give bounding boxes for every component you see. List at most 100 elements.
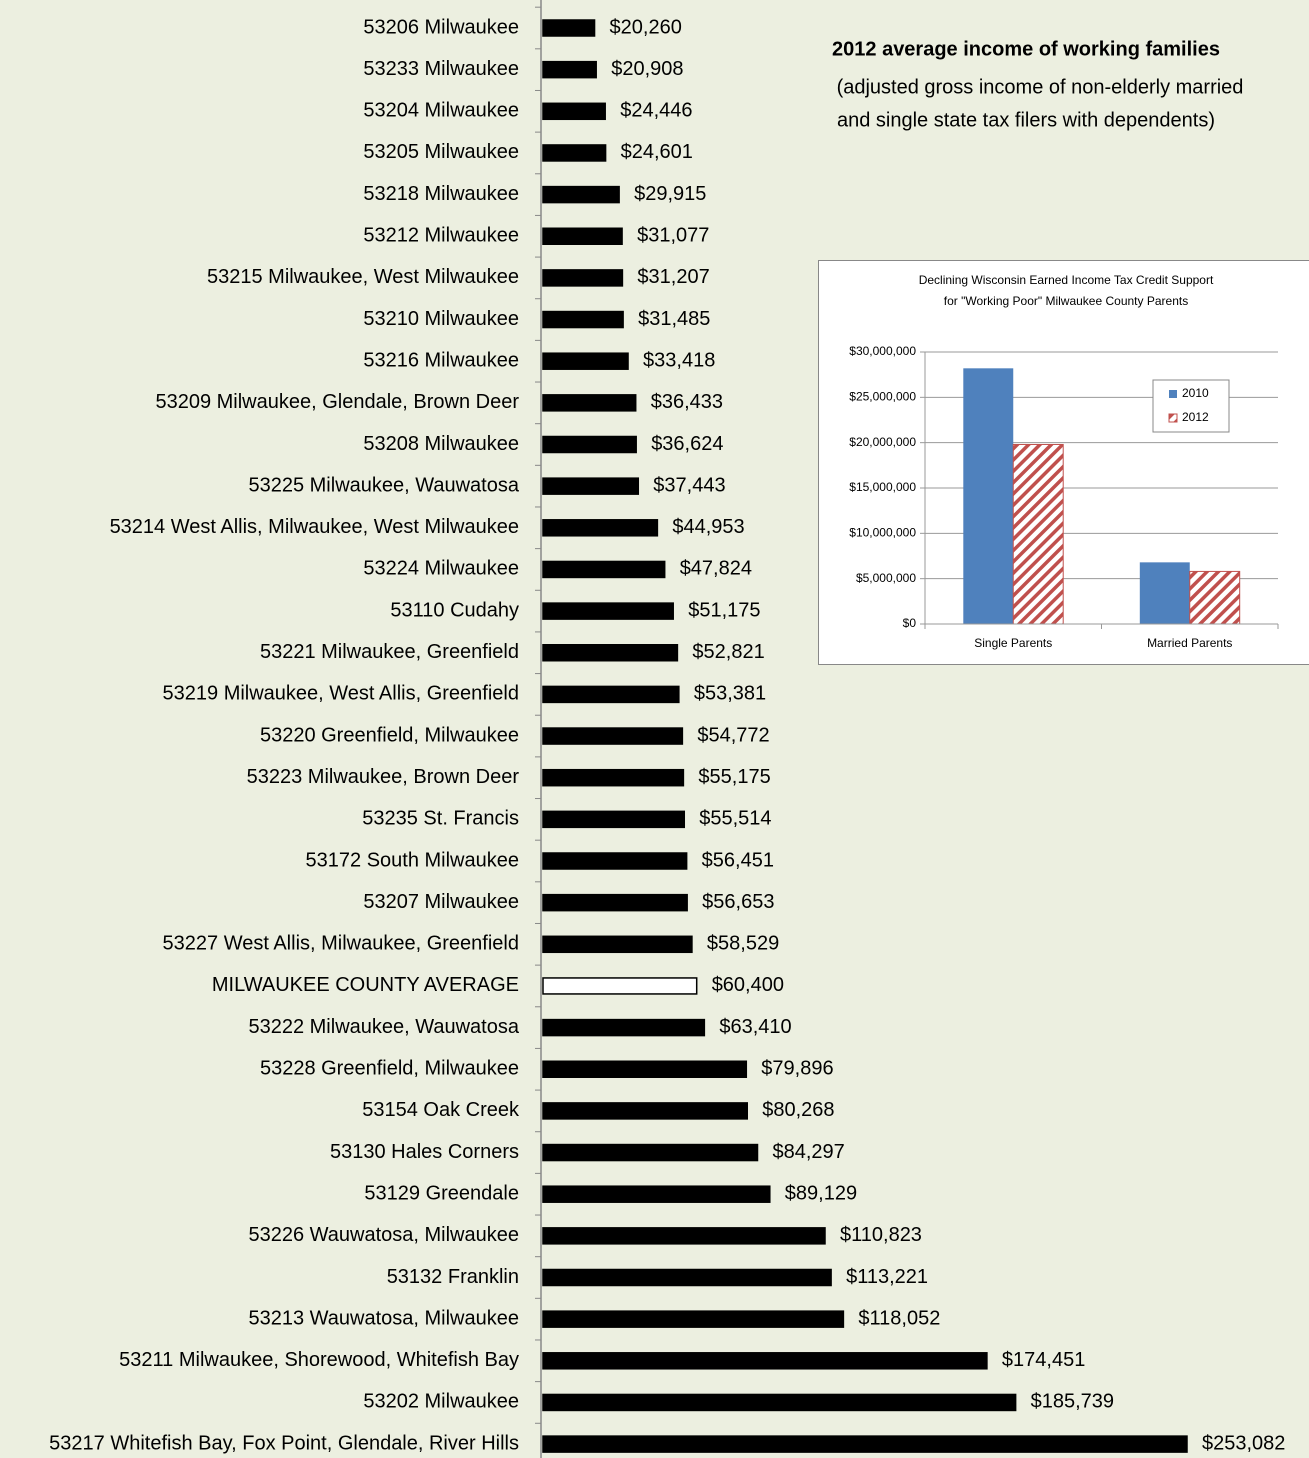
y-tick-label: 53129 Greendale xyxy=(364,1182,519,1204)
bar xyxy=(542,1143,759,1162)
data-label: $113,221 xyxy=(846,1266,928,1288)
y-tick-label: 53221 Milwaukee, Greenfield xyxy=(260,641,519,663)
y-tick-label: 53154 Oak Creek xyxy=(362,1099,520,1121)
y-tick-label: 53220 Greenfield, Milwaukee xyxy=(260,724,519,746)
y-tick-label: $10,000,000 xyxy=(849,526,916,540)
y-tick-label: 53207 Milwaukee xyxy=(363,891,519,913)
data-label: $185,739 xyxy=(1031,1391,1114,1413)
bar xyxy=(542,19,596,37)
data-label: $55,175 xyxy=(698,766,770,788)
bar xyxy=(542,1018,706,1037)
bar xyxy=(542,1352,988,1370)
y-tick-label: $15,000,000 xyxy=(849,480,916,494)
data-label: $60,400 xyxy=(712,974,784,996)
y-tick-label: 53225 Milwaukee, Wauwatosa xyxy=(248,474,519,496)
data-label: $54,772 xyxy=(697,724,769,746)
bar xyxy=(542,560,666,579)
chart-title: 2012 average income of working families xyxy=(832,38,1220,60)
y-tick-label: 53214 West Allis, Milwaukee, West Milwau… xyxy=(110,516,519,538)
y-tick-label: 53228 Greenfield, Milwaukee xyxy=(260,1058,519,1080)
bar xyxy=(542,227,623,245)
data-label: $36,433 xyxy=(651,391,723,413)
y-tick-label: $30,000,000 xyxy=(849,344,916,358)
legend-swatch xyxy=(1168,413,1178,423)
y-tick-label: MILWAUKEE COUNTY AVERAGE xyxy=(212,974,519,996)
data-label: $37,443 xyxy=(653,474,725,496)
y-tick-label: 53215 Milwaukee, West Milwaukee xyxy=(207,266,519,288)
chart-subtitle: and single state tax filers with depende… xyxy=(837,109,1215,131)
legend-swatch xyxy=(1169,390,1177,398)
data-label: $174,451 xyxy=(1002,1349,1085,1371)
bar xyxy=(542,768,685,787)
bar xyxy=(542,477,640,495)
y-tick-label: 53206 Milwaukee xyxy=(363,16,519,38)
bar xyxy=(542,602,674,620)
data-label: $31,207 xyxy=(637,266,709,288)
y-tick-label: 53110 Cudahy xyxy=(390,599,519,621)
data-label: $24,446 xyxy=(620,100,692,122)
data-label: $47,824 xyxy=(680,558,752,580)
bar xyxy=(542,727,684,745)
bar xyxy=(542,1102,749,1120)
bar xyxy=(542,394,637,412)
y-tick-label: 53202 Milwaukee xyxy=(363,1391,519,1413)
legend-label: 2010 xyxy=(1182,386,1209,400)
y-tick-label: 53204 Milwaukee xyxy=(363,100,519,122)
data-label: $110,823 xyxy=(840,1224,922,1246)
data-label: $52,821 xyxy=(692,641,764,663)
data-label: $31,485 xyxy=(638,308,710,330)
y-tick-label: $20,000,000 xyxy=(849,435,916,449)
x-tick-label: Married Parents xyxy=(1147,636,1232,650)
data-label: $80,268 xyxy=(762,1099,834,1121)
y-tick-label: 53208 Milwaukee xyxy=(363,433,519,455)
data-label: $53,381 xyxy=(694,683,766,705)
data-label: $118,052 xyxy=(858,1307,940,1329)
bar xyxy=(542,352,629,370)
y-tick-label: 53218 Milwaukee xyxy=(363,183,519,205)
bar xyxy=(1189,570,1241,625)
data-label: $89,129 xyxy=(785,1182,857,1204)
x-tick-label: Single Parents xyxy=(974,636,1052,650)
y-tick-label: 53233 Milwaukee xyxy=(363,58,519,80)
bar xyxy=(542,102,606,121)
data-label: $56,451 xyxy=(702,849,774,871)
y-tick-label: 53210 Milwaukee xyxy=(363,308,519,330)
y-tick-label: 53209 Milwaukee, Glendale, Brown Deer xyxy=(155,391,519,413)
data-label: $24,601 xyxy=(621,141,693,163)
data-label: $29,915 xyxy=(634,183,706,205)
bar xyxy=(542,1227,826,1245)
bar xyxy=(542,310,624,329)
bar xyxy=(542,935,693,954)
data-label: $51,175 xyxy=(688,599,760,621)
y-tick-label: $25,000,000 xyxy=(849,390,916,404)
data-label: $58,529 xyxy=(707,933,779,955)
y-tick-label: 53211 Milwaukee, Shorewood, Whitefish Ba… xyxy=(119,1349,519,1371)
bar xyxy=(542,1060,748,1078)
data-label: $31,077 xyxy=(637,225,709,247)
y-tick-label: 53205 Milwaukee xyxy=(363,141,519,163)
y-tick-label: 53226 Wauwatosa, Milwaukee xyxy=(248,1224,519,1246)
bar xyxy=(963,368,1014,624)
y-tick-label: $5,000,000 xyxy=(856,571,916,585)
bar xyxy=(542,685,680,704)
bar xyxy=(542,269,624,287)
y-tick-label: 53219 Milwaukee, West Allis, Greenfield xyxy=(163,683,519,705)
y-tick-label: 53223 Milwaukee, Brown Deer xyxy=(247,766,520,788)
data-label: $20,908 xyxy=(611,58,683,80)
bar xyxy=(542,185,620,204)
bar xyxy=(542,852,688,870)
bar xyxy=(542,1268,832,1287)
y-tick-label: 53216 Milwaukee xyxy=(363,349,519,371)
inset-title: for "Working Poor" Milwaukee County Pare… xyxy=(944,294,1188,308)
y-tick-label: $0 xyxy=(903,616,917,630)
data-label: $63,410 xyxy=(719,1016,791,1038)
y-tick-label: 53224 Milwaukee xyxy=(363,558,519,580)
y-tick-label: 53217 Whitefish Bay, Fox Point, Glendale… xyxy=(49,1432,519,1454)
bar xyxy=(542,60,597,79)
legend-box xyxy=(1152,379,1230,433)
bar xyxy=(542,893,688,912)
y-tick-label: 53132 Franklin xyxy=(387,1266,519,1288)
legend-label: 2012 xyxy=(1182,410,1209,424)
data-label: $56,653 xyxy=(702,891,774,913)
